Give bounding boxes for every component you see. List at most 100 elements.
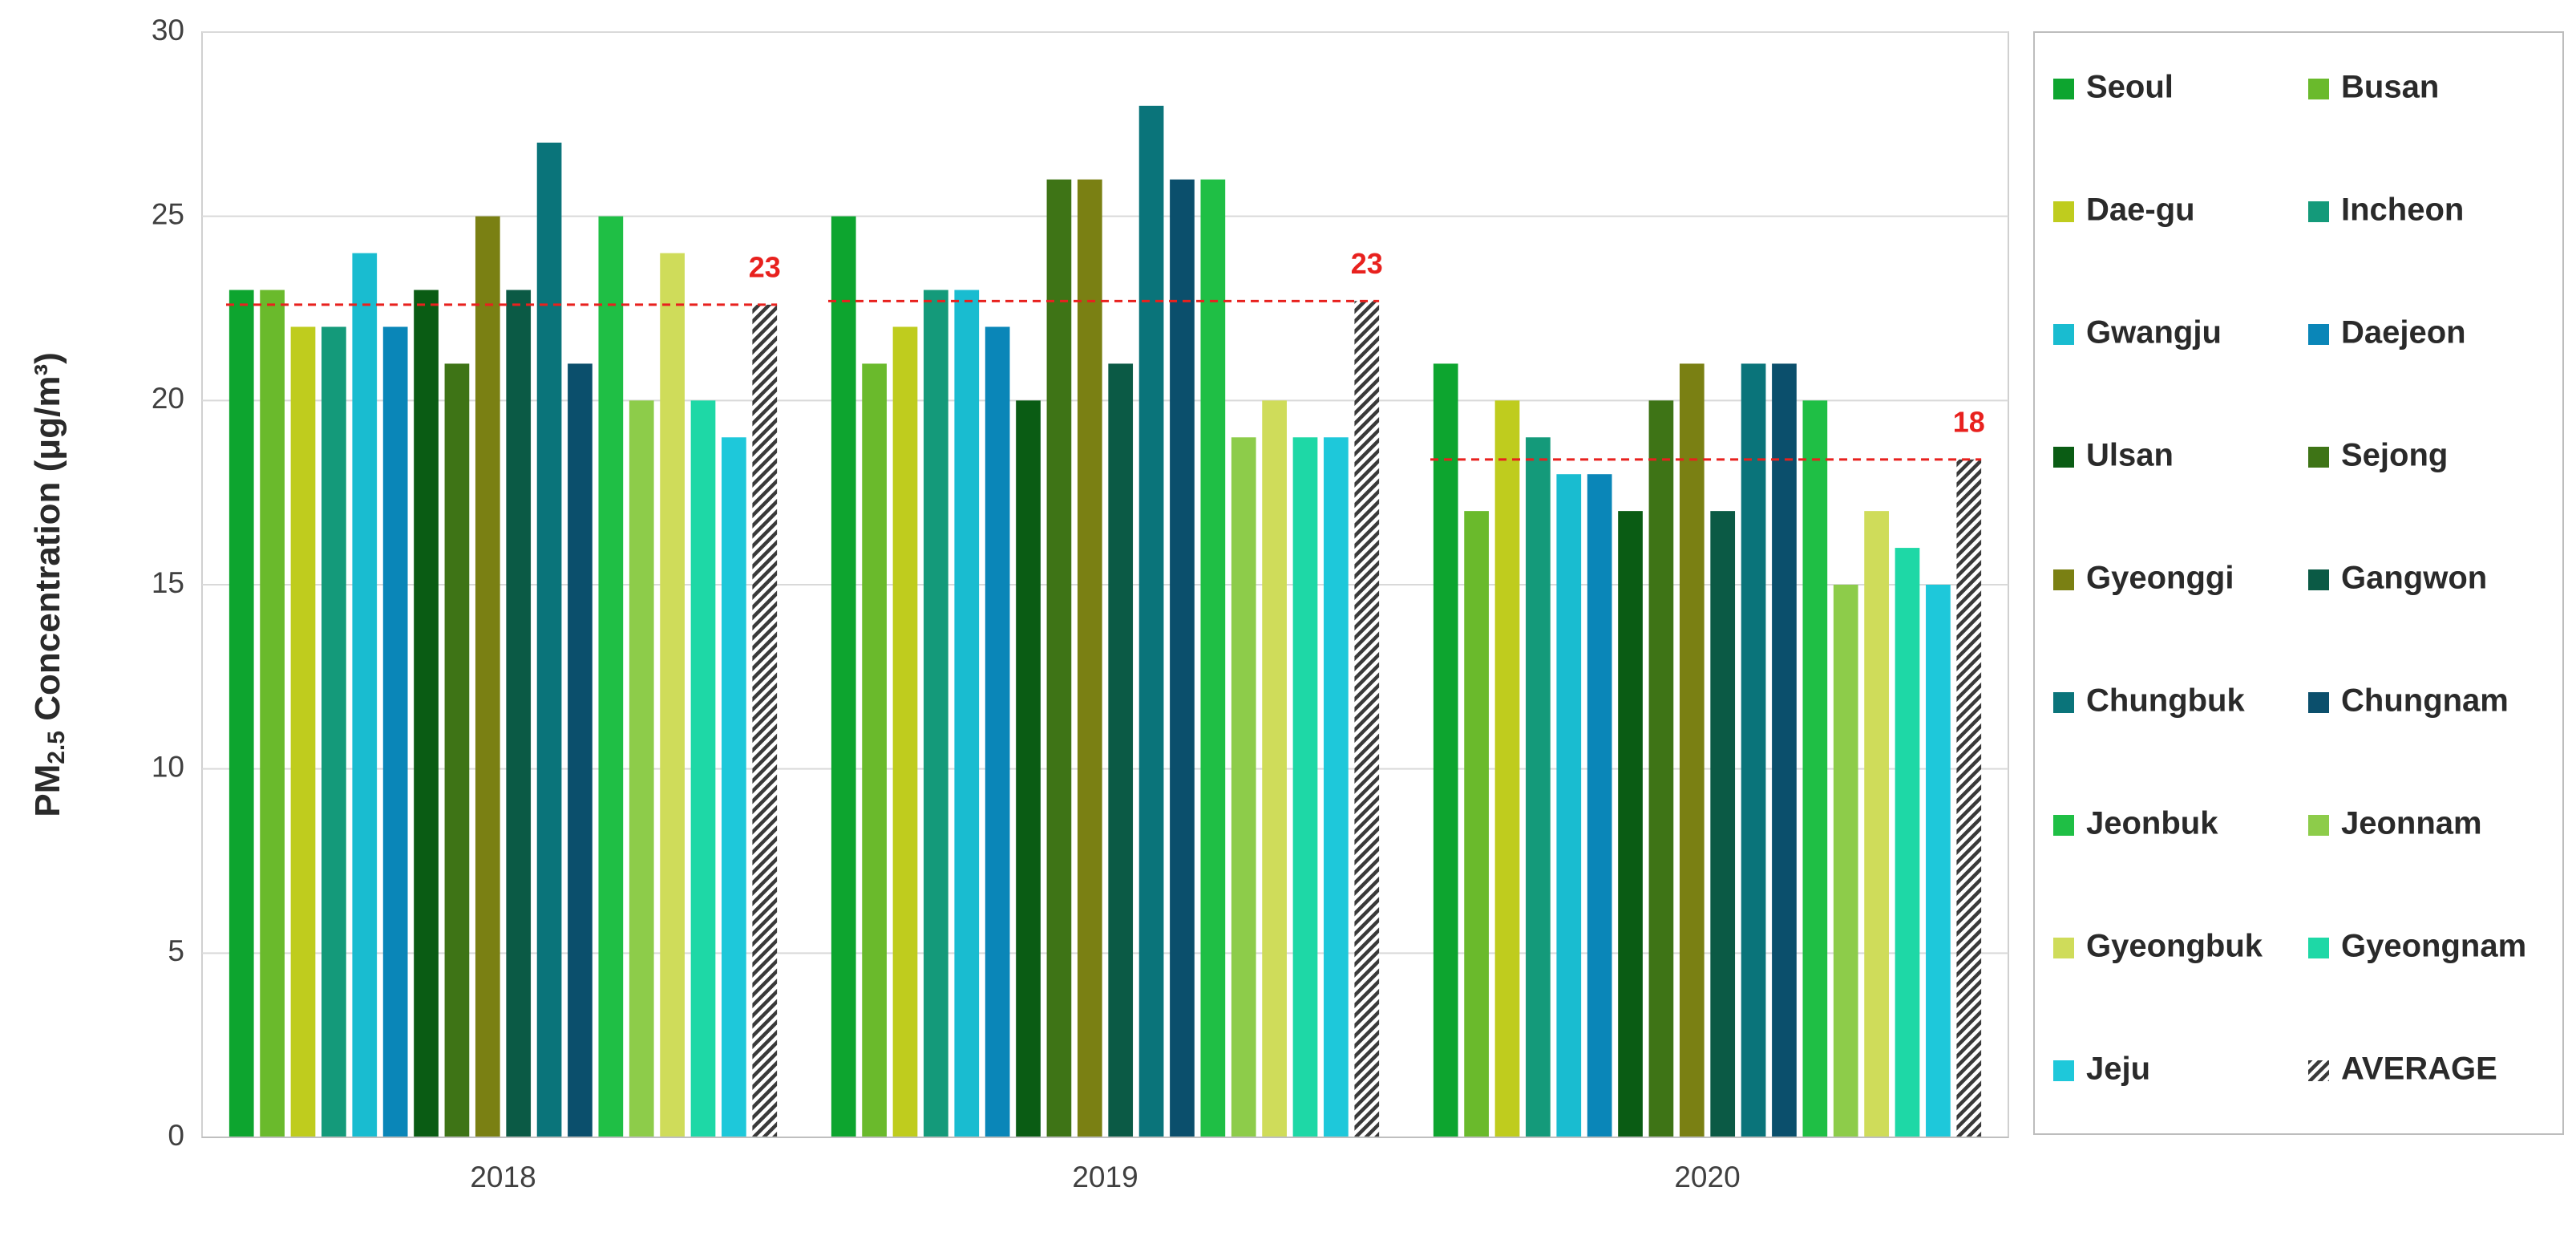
legend-swatch (2053, 815, 2074, 836)
legend-label: Incheon (2341, 192, 2464, 228)
legend-label: Chungbuk (2086, 683, 2245, 719)
legend-label: Ulsan (2086, 438, 2174, 473)
bar (985, 326, 1010, 1137)
bar (1354, 301, 1380, 1137)
bar (1494, 400, 1520, 1137)
legend-label: Dae-gu (2086, 192, 2195, 228)
legend-label: Jeonbuk (2086, 806, 2218, 841)
bar (1895, 548, 1920, 1137)
bar (862, 363, 887, 1137)
y-label-part: PM (28, 764, 67, 817)
y-tick-label: 5 (168, 934, 184, 967)
bar (260, 290, 285, 1137)
bar (1292, 437, 1318, 1137)
legend-swatch (2308, 569, 2329, 590)
legend-label: Gyeongnam (2341, 929, 2526, 964)
bar (1587, 474, 1612, 1137)
legend-swatch (2053, 79, 2074, 99)
bar (1772, 363, 1797, 1137)
value-label: 18 (1953, 405, 1985, 438)
bar (660, 253, 685, 1138)
bar (290, 326, 316, 1137)
bar (1833, 585, 1858, 1137)
bar (1956, 459, 1982, 1137)
value-label: 23 (749, 250, 781, 283)
legend-label: Sejong (2341, 438, 2448, 473)
bar (1138, 105, 1164, 1137)
legend-label: Jeju (2086, 1052, 2150, 1087)
bar (598, 216, 624, 1138)
legend-swatch (2053, 692, 2074, 713)
y-tick-label: 0 (168, 1119, 184, 1152)
legend-swatch (2053, 201, 2074, 222)
y-tick-label: 30 (152, 14, 184, 47)
legend-label: Gyeonggi (2086, 561, 2234, 596)
y-tick-label: 15 (152, 566, 184, 599)
legend-swatch (2308, 1060, 2329, 1081)
bar (1526, 437, 1551, 1137)
value-label: 23 (1351, 247, 1383, 280)
legend-label: Gangwon (2341, 561, 2487, 596)
bar (1679, 363, 1705, 1137)
bar (1741, 363, 1766, 1137)
legend-label: Daejeon (2341, 315, 2466, 351)
bar (1231, 437, 1256, 1137)
bar (506, 290, 532, 1137)
legend-swatch (2308, 201, 2329, 222)
bar (1108, 363, 1134, 1137)
bar (536, 142, 562, 1137)
y-tick-label: 25 (152, 197, 184, 230)
bar (382, 326, 408, 1137)
x-tick-label: 2019 (1072, 1161, 1138, 1193)
bar (629, 400, 654, 1137)
legend-swatch (2308, 692, 2329, 713)
bar (1324, 437, 1349, 1137)
bar (924, 290, 948, 1137)
bar (1262, 400, 1287, 1137)
legend-label: Seoul (2086, 70, 2174, 105)
bar (690, 400, 716, 1137)
legend-label: Gyeongbuk (2086, 929, 2263, 964)
bar (475, 216, 500, 1138)
legend-swatch (2308, 79, 2329, 99)
bar (831, 216, 856, 1138)
bar (1016, 400, 1041, 1137)
legend-label: Gwangju (2086, 315, 2222, 351)
legend-label: AVERAGE (2341, 1052, 2497, 1087)
bar (1710, 511, 1736, 1137)
bar (1648, 400, 1674, 1137)
bar (1077, 179, 1102, 1137)
bar (568, 363, 592, 1137)
legend-swatch (2308, 324, 2329, 345)
legend-label: Busan (2341, 70, 2439, 105)
bar (1464, 511, 1489, 1137)
bar (1926, 585, 1951, 1137)
bar (1618, 511, 1643, 1137)
bar (321, 326, 346, 1137)
legend-label: Chungnam (2341, 683, 2509, 719)
bar (1556, 474, 1582, 1137)
legend-frame (2033, 31, 2564, 1135)
bar (892, 326, 918, 1137)
legend-swatch (2053, 569, 2074, 590)
x-tick-label: 2018 (470, 1161, 536, 1193)
bar (1046, 179, 1072, 1137)
legend-swatch (2053, 1060, 2074, 1081)
y-label-part: Concentration (μg/m³) (28, 352, 67, 731)
bar (228, 290, 254, 1137)
y-tick-label: 20 (152, 382, 184, 415)
legend-swatch (2308, 815, 2329, 836)
bar (954, 290, 980, 1137)
bar (1200, 179, 1226, 1137)
bar (352, 253, 378, 1138)
legend-label: Jeonnam (2341, 806, 2482, 841)
bar (1864, 511, 1889, 1137)
bar (1802, 400, 1828, 1137)
y-axis-label: PM2.5 Concentration (μg/m³) (28, 352, 70, 817)
bar (752, 304, 778, 1137)
bar (1170, 179, 1195, 1137)
x-tick-label: 2020 (1674, 1161, 1740, 1193)
y-label-subscript: 2.5 (43, 731, 70, 764)
bar (444, 363, 470, 1137)
